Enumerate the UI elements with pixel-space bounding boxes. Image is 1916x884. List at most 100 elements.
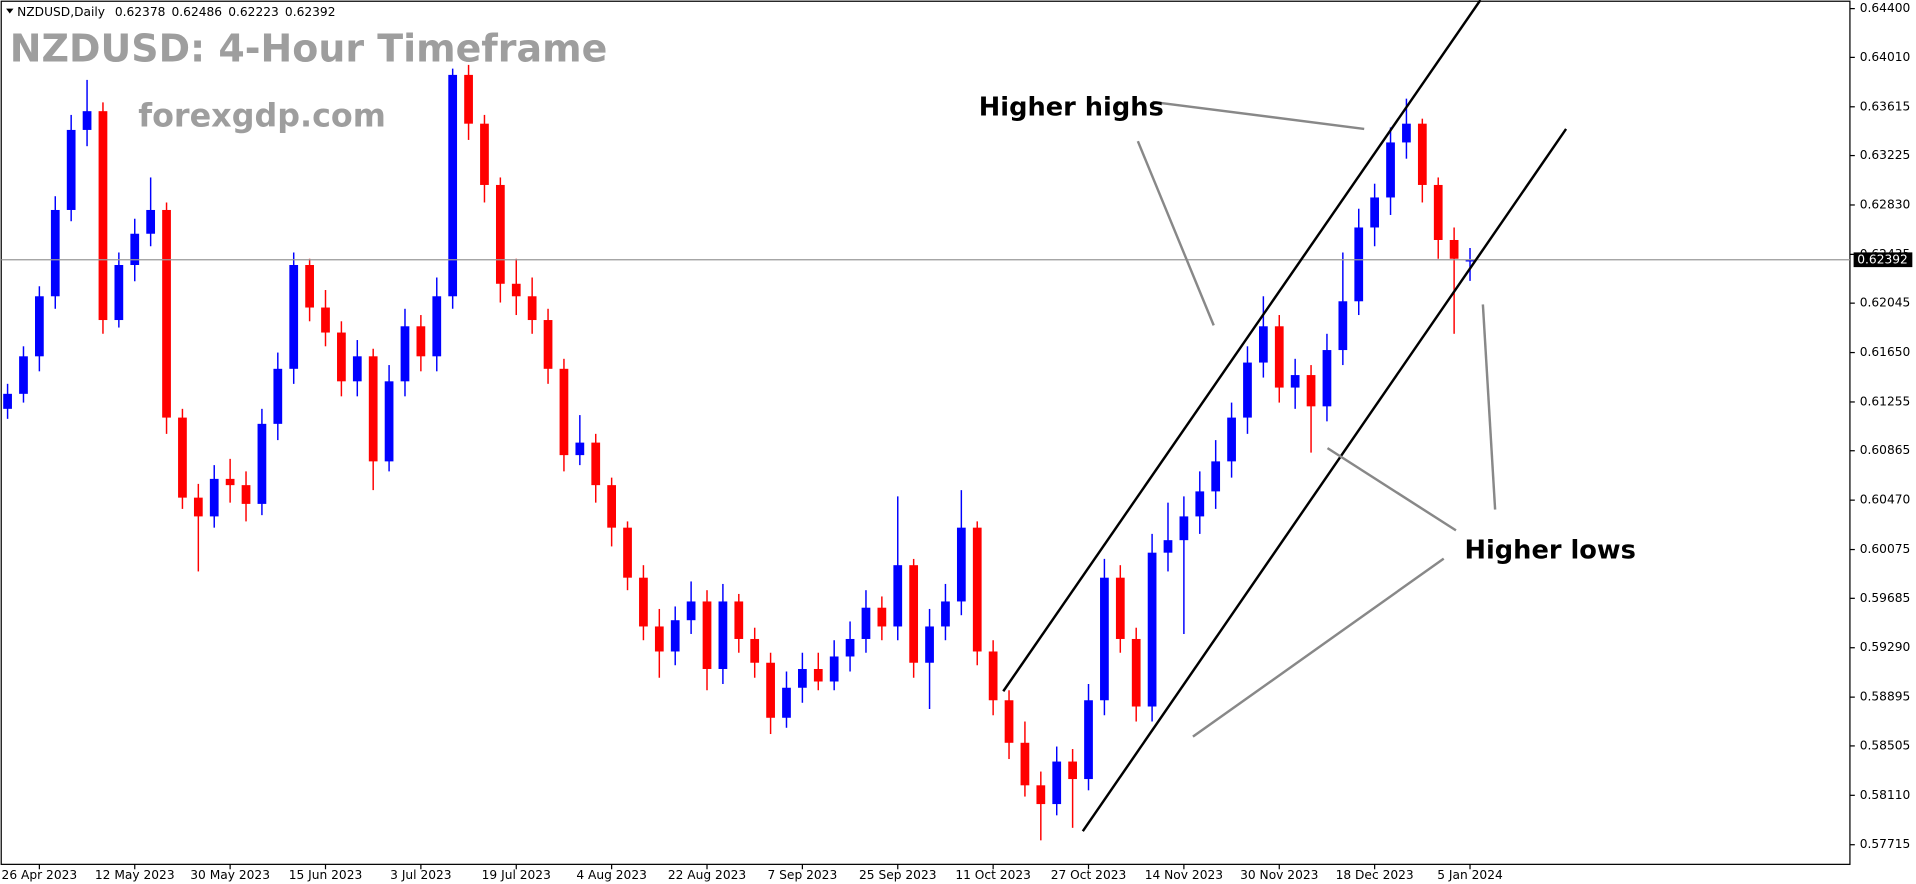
y-tick-label: 0.63225: [1860, 148, 1911, 162]
candle-body: [543, 320, 553, 369]
annotation-lines: [1002, 0, 1568, 832]
candle-body: [607, 485, 617, 528]
channel-lower: [1081, 128, 1568, 832]
candle-body: [448, 74, 458, 297]
candle-body: [1036, 785, 1046, 805]
candle-body: [877, 607, 887, 627]
candle-body: [511, 283, 521, 297]
candle-body: [19, 356, 28, 394]
y-tick-label: 0.58895: [1860, 690, 1911, 704]
candle-body: [1084, 700, 1093, 780]
candle-body: [527, 296, 537, 321]
candle-body: [225, 478, 235, 486]
candle-body: [686, 601, 696, 621]
header-close: 0.62392: [285, 5, 336, 19]
x-tick-label: 25 Sep 2023: [859, 868, 937, 882]
x-tick-label: 12 May 2023: [95, 868, 175, 882]
y-tick-label: 0.59290: [1860, 640, 1911, 654]
x-tick-label: 30 May 2023: [190, 868, 270, 882]
candle-body: [1004, 700, 1014, 743]
candle-body: [1417, 123, 1427, 185]
x-tick-label: 19 Jul 2023: [482, 868, 551, 882]
x-tick-label: 5 Jan 2024: [1437, 868, 1503, 882]
candle-body: [1211, 461, 1221, 492]
x-tick-label: 3 Jul 2023: [390, 868, 451, 882]
candle-body: [146, 209, 156, 234]
pointer: [1192, 557, 1445, 738]
candle-body: [66, 129, 76, 210]
candle-body: [432, 296, 442, 357]
y-tick-label: 0.62045: [1860, 296, 1911, 310]
x-tick-label: 26 Apr 2023: [2, 868, 78, 882]
candle-body: [1147, 552, 1157, 707]
candle-body: [670, 620, 680, 652]
candle-body: [178, 417, 187, 498]
candle-body: [209, 478, 219, 517]
candle-body: [273, 368, 283, 424]
candle-body: [1338, 301, 1348, 351]
candle-body: [1243, 362, 1252, 418]
candle-body: [3, 393, 12, 409]
y-tick-label: 0.62830: [1860, 197, 1911, 211]
candle-body: [925, 626, 934, 663]
candle-body: [193, 497, 203, 517]
y-tick-label: 0.58110: [1860, 788, 1911, 802]
y-tick-label: 0.60075: [1860, 542, 1911, 556]
candle-body: [368, 356, 378, 462]
candle-body: [1402, 123, 1411, 143]
candle-body: [1274, 326, 1284, 388]
candle-body: [289, 265, 299, 369]
candle-body: [1100, 577, 1109, 701]
candle-body: [400, 326, 410, 382]
candle-body: [35, 296, 44, 357]
candle-body: [972, 527, 982, 652]
channel-upper: [1002, 0, 1482, 692]
pointer: [1136, 140, 1215, 326]
candle-body: [384, 381, 394, 462]
candle-body: [1179, 516, 1189, 541]
symbol: NZDUSD,Daily: [17, 5, 105, 19]
candle-body: [1115, 577, 1125, 639]
x-tick-label: 15 Jun 2023: [289, 868, 363, 882]
y-tick-label: 0.60865: [1860, 443, 1911, 457]
candle-body: [352, 356, 362, 382]
y-tick-label: 0.57715: [1860, 837, 1911, 851]
candle-body: [1195, 491, 1205, 517]
annotation: Higher highs: [979, 92, 1164, 122]
candle-body: [956, 527, 966, 602]
candle-body: [575, 442, 585, 456]
candle-body: [845, 638, 855, 657]
y-tick-label: 0.61650: [1860, 345, 1911, 359]
y-tick-label: 0.63615: [1860, 99, 1911, 113]
candle-body: [416, 326, 426, 357]
candle-body: [718, 601, 728, 669]
header-open: 0.62378: [115, 5, 166, 19]
candle-body: [559, 368, 569, 456]
candle-body: [782, 687, 791, 718]
candle-body: [241, 485, 251, 504]
candle-body: [98, 111, 108, 321]
candle-body: [1052, 761, 1062, 805]
pointer: [1152, 100, 1365, 131]
x-tick-label: 14 Nov 2023: [1145, 868, 1223, 882]
candle-body: [639, 577, 648, 627]
candle-body: [480, 123, 489, 185]
price-label-box: [1853, 252, 1913, 268]
y-tick-label: 0.64400: [1860, 1, 1911, 15]
chart-title: NZDUSD: 4-Hour Timeframe: [10, 26, 608, 70]
candle-body: [257, 423, 267, 504]
header-high: 0.62486: [172, 5, 223, 19]
candle-body: [162, 209, 171, 418]
candle-body: [623, 527, 632, 578]
x-tick-label: 11 Oct 2023: [955, 868, 1031, 882]
candle-body: [893, 565, 903, 627]
candle-body: [1131, 638, 1141, 707]
candle-body: [1322, 350, 1332, 407]
candle-body: [1433, 184, 1443, 240]
candle-body: [1386, 142, 1395, 198]
candle-body: [1020, 742, 1030, 786]
candle-body: [591, 442, 601, 486]
candle-body: [988, 651, 998, 701]
annotation: Higher lows: [1465, 536, 1636, 566]
pointer: [1326, 447, 1457, 532]
